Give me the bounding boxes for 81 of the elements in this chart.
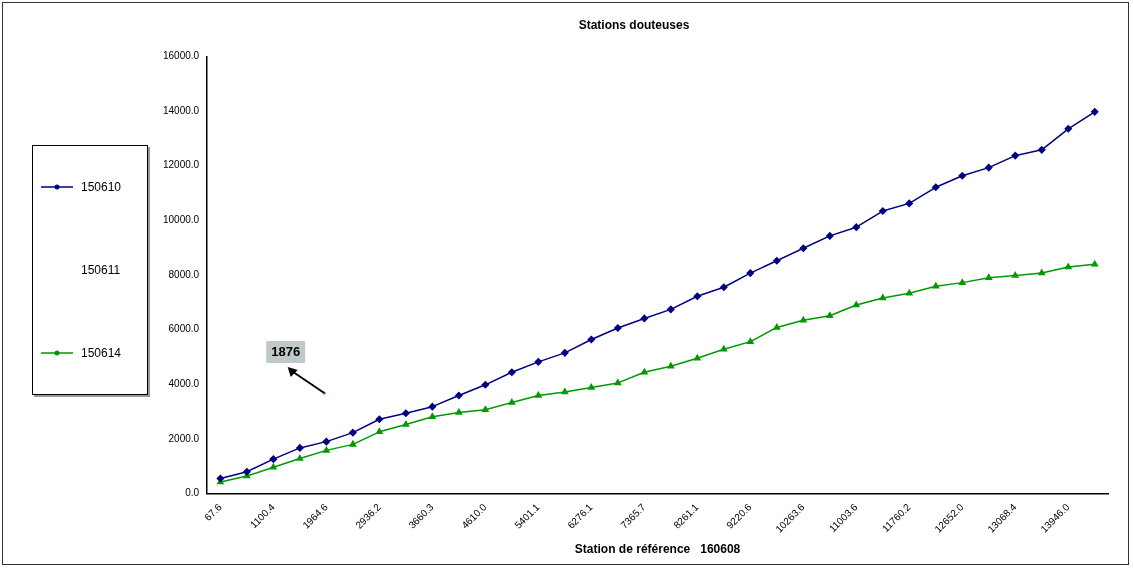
point	[958, 278, 966, 285]
point	[561, 388, 569, 395]
point	[879, 207, 887, 215]
point	[428, 402, 437, 411]
point	[1064, 263, 1072, 270]
x-tick-label: 67.6	[202, 501, 225, 523]
point	[614, 324, 622, 332]
point	[958, 172, 967, 180]
point	[323, 446, 330, 453]
point	[905, 289, 913, 296]
point	[376, 428, 383, 435]
point	[640, 314, 649, 323]
point	[720, 345, 728, 352]
point	[481, 381, 490, 389]
point	[879, 294, 887, 301]
y-tick-label: 0.0	[185, 487, 200, 499]
point	[614, 379, 622, 386]
point	[243, 467, 251, 476]
point	[799, 316, 807, 323]
point	[508, 368, 516, 376]
point	[932, 282, 940, 289]
y-tick-label: 14000.0	[162, 104, 200, 116]
y-tick-label: 8000.0	[168, 268, 200, 280]
point	[985, 163, 993, 172]
point	[1038, 269, 1046, 276]
annotation: 1876	[271, 343, 301, 359]
point	[773, 257, 781, 265]
point	[322, 437, 331, 446]
point	[985, 273, 993, 280]
point	[852, 301, 860, 308]
point	[402, 409, 410, 417]
point	[667, 305, 675, 314]
point	[455, 408, 463, 415]
point	[534, 358, 543, 366]
y-tick-label: 16000.0	[162, 50, 200, 62]
y-tick-label: 6000.0	[168, 323, 200, 335]
point	[826, 232, 834, 240]
point	[587, 335, 596, 344]
point	[1011, 151, 1020, 160]
point	[587, 383, 595, 390]
point	[667, 362, 675, 369]
point	[693, 354, 701, 361]
y-tick-label: 10000.0	[162, 214, 200, 226]
point	[296, 454, 304, 461]
y-tick-label: 2000.0	[168, 432, 200, 444]
point	[1011, 271, 1019, 278]
point	[402, 420, 410, 427]
point	[1064, 125, 1073, 133]
point	[640, 368, 648, 375]
point	[1091, 108, 1099, 116]
point	[799, 244, 808, 252]
text: 150611	[81, 262, 121, 277]
point	[1038, 146, 1046, 154]
point	[296, 444, 304, 452]
point	[720, 283, 728, 292]
point	[826, 311, 834, 318]
y-tick-label: 4000.0	[168, 378, 200, 390]
point	[455, 391, 463, 400]
point	[269, 455, 278, 463]
point	[508, 398, 516, 405]
point	[746, 337, 754, 344]
point	[270, 463, 277, 470]
point	[693, 292, 702, 301]
point	[375, 415, 384, 423]
point	[561, 349, 569, 357]
point	[932, 183, 940, 192]
point	[852, 223, 861, 231]
point	[1091, 260, 1099, 267]
point	[349, 440, 357, 447]
legend-label: 150614	[81, 345, 122, 360]
point	[482, 405, 489, 412]
point	[535, 391, 542, 398]
y-tick-label: 12000.0	[162, 159, 200, 171]
chart-title: Stations douteuses	[578, 17, 690, 32]
point	[429, 413, 436, 420]
point	[773, 323, 781, 330]
point	[905, 199, 914, 208]
point	[746, 269, 755, 277]
legend-label: 150610	[81, 180, 122, 195]
point	[349, 428, 357, 437]
x-axis-title: Station de référence 160608	[574, 542, 741, 557]
